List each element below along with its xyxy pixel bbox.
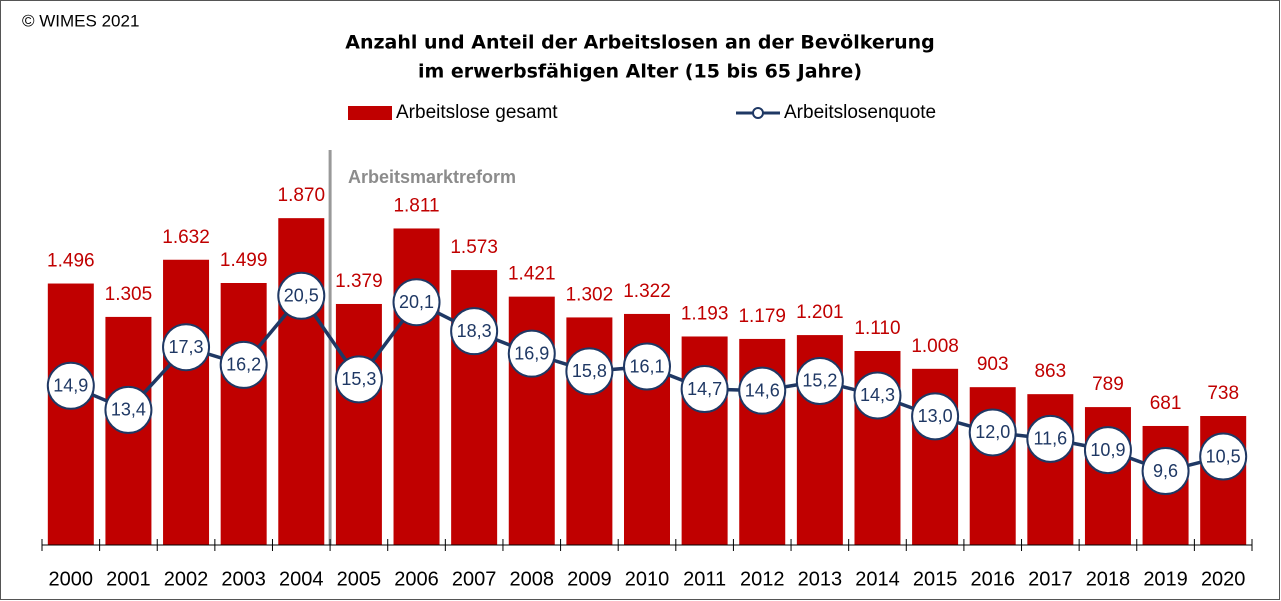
x-tick-label: 2020 <box>1201 568 1246 590</box>
bar <box>393 228 440 545</box>
bar-value-label: 903 <box>977 354 1009 375</box>
quote-marker <box>507 329 556 378</box>
quote-value-label: 14,6 <box>745 380 780 400</box>
quote-value-label: 20,5 <box>284 286 319 306</box>
quote-marker <box>853 371 902 420</box>
bar-value-label: 863 <box>1034 361 1066 382</box>
quote-marker <box>219 340 268 389</box>
bar-value-label: 1.499 <box>220 250 268 271</box>
x-tick-label: 2004 <box>279 568 324 590</box>
bar-value-label: 1.632 <box>162 227 210 248</box>
quote-marker <box>334 355 383 404</box>
quote-value-label: 16,2 <box>226 355 261 375</box>
x-tick-label: 2002 <box>164 568 209 590</box>
x-tick-label: 2012 <box>740 568 785 590</box>
quote-value-label: 15,3 <box>341 369 376 389</box>
bar-value-label: 1.811 <box>393 195 439 216</box>
quote-value-label: 16,9 <box>514 343 549 363</box>
x-tick-label: 2017 <box>1028 568 1073 590</box>
bar <box>163 259 210 545</box>
quote-value-label: 14,9 <box>53 376 88 396</box>
x-tick-label: 2009 <box>567 568 612 590</box>
bar-value-label: 1.305 <box>105 284 153 305</box>
quote-marker <box>392 278 441 327</box>
quote-value-label: 13,4 <box>111 400 146 420</box>
x-tick-label: 2013 <box>798 568 843 590</box>
x-tick-label: 2001 <box>106 568 151 590</box>
x-tick-label: 2005 <box>337 568 382 590</box>
quote-marker <box>795 356 844 405</box>
bar <box>220 283 267 545</box>
quote-value-label: 18,3 <box>457 321 492 341</box>
quote-marker <box>680 365 729 414</box>
quote-marker <box>46 361 95 410</box>
bar-value-label: 1.110 <box>854 318 900 339</box>
bar-value-label: 1.008 <box>911 336 959 357</box>
legend-swatch <box>752 107 764 119</box>
x-tick-label: 2000 <box>49 568 94 590</box>
x-tick-label: 2003 <box>221 568 266 590</box>
quote-marker <box>1026 414 1075 463</box>
bar-value-label: 1.870 <box>278 185 326 206</box>
quote-marker <box>623 342 671 391</box>
annotation: Arbeitsmarktreform <box>348 167 516 187</box>
quote-value-label: 10,5 <box>1206 446 1241 466</box>
quote-value-label: 14,3 <box>860 385 895 405</box>
bar-value-label: 1.302 <box>566 284 614 305</box>
bar-value-label: 1.573 <box>450 237 498 258</box>
bar-value-label: 1.193 <box>681 303 729 324</box>
quote-marker <box>162 323 211 372</box>
quote-marker <box>968 408 1017 457</box>
bar-value-label: 738 <box>1207 383 1239 404</box>
quote-value-label: 15,8 <box>572 361 607 381</box>
quote-value-label: 16,1 <box>629 356 664 376</box>
quote-marker <box>738 366 787 415</box>
quote-value-label: 13,0 <box>918 406 953 426</box>
quote-value-label: 9,6 <box>1153 461 1178 481</box>
quote-marker <box>1199 432 1248 481</box>
quote-value-label: 11,6 <box>1033 429 1067 449</box>
bar <box>335 303 382 545</box>
quote-value-label: 10,9 <box>1090 440 1125 460</box>
bar <box>47 283 94 545</box>
bar <box>278 218 325 545</box>
quote-value-label: 17,3 <box>169 337 204 357</box>
x-tick-label: 2018 <box>1086 568 1131 590</box>
bar-value-label: 1.322 <box>623 281 671 302</box>
quote-marker <box>565 347 614 396</box>
x-tick-label: 2010 <box>625 568 670 590</box>
x-tick-label: 2006 <box>394 568 439 590</box>
legend-label: Arbeitslose gesamt <box>396 102 558 123</box>
quote-marker <box>1083 426 1132 475</box>
x-tick-label: 2014 <box>855 568 900 590</box>
bar-value-label: 1.421 <box>508 264 556 285</box>
bar-value-label: 1.179 <box>738 306 786 327</box>
quote-marker <box>911 392 960 441</box>
quote-value-label: 12,0 <box>975 422 1010 442</box>
x-tick-label: 2007 <box>452 568 497 590</box>
legend-label: Arbeitslosenquote <box>784 102 936 123</box>
chart-title: im erwerbsfähigen Alter (15 bis 65 Jahre… <box>418 61 862 83</box>
x-tick-label: 2011 <box>683 568 726 590</box>
quote-marker <box>1141 447 1190 496</box>
quote-value-label: 15,2 <box>802 371 837 391</box>
bar-value-label: 1.201 <box>796 302 844 323</box>
copyright: © WIMES 2021 <box>22 11 139 30</box>
chart-title: Anzahl und Anteil der Arbeitslosen an de… <box>345 32 935 54</box>
x-tick-label: 2019 <box>1143 568 1188 590</box>
bar-value-label: 1.496 <box>47 251 95 272</box>
legend-swatch <box>348 106 392 120</box>
x-tick-label: 2008 <box>510 568 555 590</box>
x-tick-label: 2015 <box>913 568 958 590</box>
x-tick-label: 2016 <box>970 568 1015 590</box>
quote-marker <box>450 307 499 356</box>
quote-marker <box>104 385 153 434</box>
quote-value-label: 20,1 <box>399 292 434 312</box>
quote-value-label: 14,7 <box>687 379 722 399</box>
bar-value-label: 1.379 <box>335 271 383 292</box>
quote-marker <box>277 271 326 320</box>
bar-value-label: 681 <box>1150 393 1182 414</box>
bar-value-label: 789 <box>1092 374 1124 395</box>
